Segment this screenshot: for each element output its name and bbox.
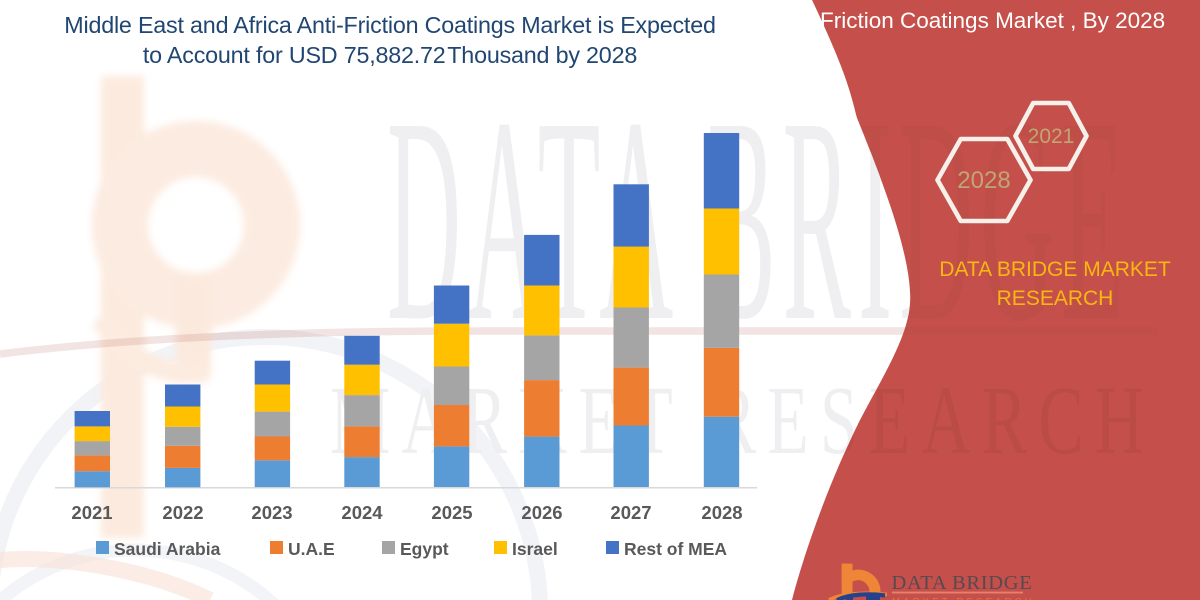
svg-text:MARKET RESEARCH: MARKET RESEARCH: [892, 597, 1035, 600]
svg-text:2021: 2021: [1028, 125, 1075, 148]
svg-text:2028: 2028: [957, 167, 1010, 194]
svg-text:DATA BRIDGE: DATA BRIDGE: [892, 572, 1033, 594]
